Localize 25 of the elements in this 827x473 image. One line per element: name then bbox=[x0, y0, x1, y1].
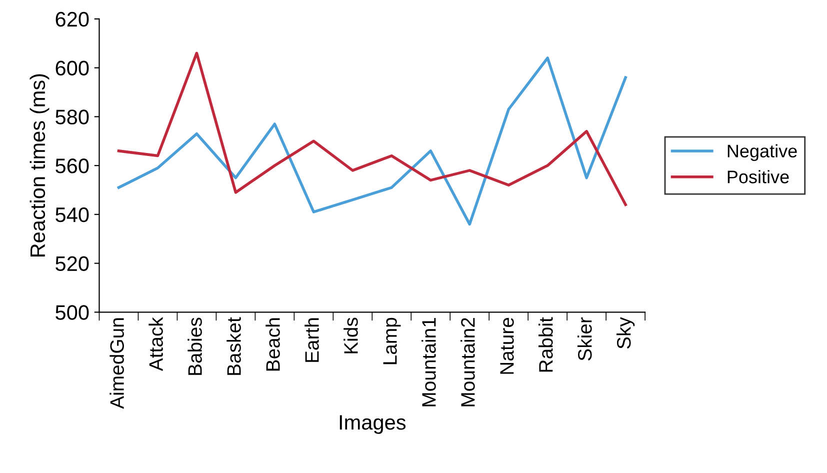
x-tick-label: Basket bbox=[226, 317, 241, 375]
x-tick-label: Babies bbox=[188, 318, 202, 375]
legend-label: Positive bbox=[728, 170, 789, 184]
x-axis-title: Images bbox=[340, 415, 406, 434]
y-tick-label: 540 bbox=[56, 207, 89, 222]
x-tick-label: Nature bbox=[500, 318, 514, 374]
x-tick-label: Earth bbox=[304, 318, 319, 362]
x-tick-label: AimedGun bbox=[110, 318, 124, 409]
x-tick-label: Lamp bbox=[383, 318, 401, 364]
legend-label: Negative bbox=[728, 144, 797, 162]
y-tick-label: 580 bbox=[56, 110, 89, 124]
y-axis-title: Reaction times (ms) bbox=[30, 74, 50, 256]
x-tick-label: Attack bbox=[148, 317, 163, 372]
x-tick-label: Beach bbox=[266, 318, 280, 371]
x-tick-label: Sky bbox=[616, 317, 635, 349]
x-tick-label: Mountain2 bbox=[460, 318, 475, 406]
y-tick-label: 500 bbox=[56, 305, 89, 320]
y-tick-label: 520 bbox=[56, 256, 89, 272]
x-tick-label: Skier bbox=[578, 317, 592, 360]
y-tick-label: 600 bbox=[56, 60, 89, 76]
x-tick-label: Mountain1 bbox=[422, 318, 436, 406]
y-tick-label: 560 bbox=[56, 158, 89, 174]
x-tick-label: Rabbit bbox=[538, 317, 553, 372]
y-tick-label: 620 bbox=[56, 12, 89, 27]
x-tick-label: Kids bbox=[344, 318, 358, 354]
